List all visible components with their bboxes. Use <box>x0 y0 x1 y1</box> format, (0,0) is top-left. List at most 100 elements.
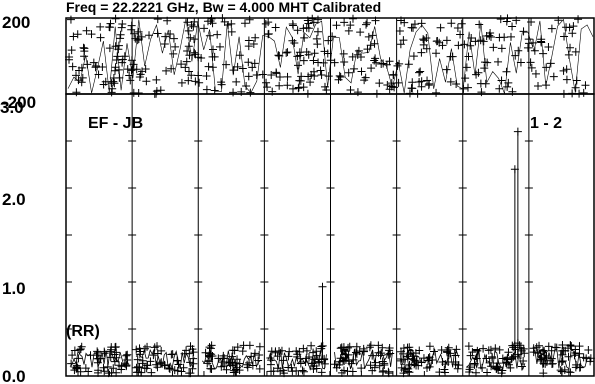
amplitude-point <box>99 363 108 372</box>
amplitude-point <box>165 363 174 372</box>
amplitude-point <box>142 364 151 373</box>
phase-point <box>357 67 366 76</box>
amplitude-spike-point <box>513 127 522 136</box>
amplitude-point <box>498 354 507 363</box>
phase-point <box>335 71 344 80</box>
phase-point <box>235 51 244 60</box>
phase-point <box>419 35 428 44</box>
phase-point <box>534 82 543 91</box>
amplitude-point <box>437 345 446 354</box>
amplitude-point <box>365 343 374 352</box>
amplitude-point <box>473 346 482 355</box>
amplitude-panel <box>65 93 595 378</box>
phase-point <box>185 51 194 60</box>
phase-point <box>218 14 227 23</box>
phase-point <box>371 54 380 63</box>
phase-point <box>313 27 322 36</box>
amplitude-point <box>488 354 497 363</box>
phase-point <box>134 27 143 36</box>
amplitude-point <box>298 366 307 375</box>
amplitude-point <box>451 351 460 360</box>
phase-point <box>116 34 125 43</box>
phase-point <box>559 66 568 75</box>
phase-point <box>394 78 403 87</box>
phase-point <box>111 14 120 23</box>
phase-point <box>410 20 419 29</box>
amplitude-point <box>386 349 395 358</box>
phase-point <box>375 79 384 88</box>
phase-point <box>184 26 193 35</box>
phase-point <box>526 58 535 67</box>
phase-point <box>202 85 211 94</box>
amplitude-point <box>117 362 126 371</box>
phase-point <box>566 43 575 52</box>
amplitude-point <box>571 345 580 354</box>
amplitude-point <box>255 342 264 351</box>
amplitude-point <box>575 349 584 358</box>
phase-point <box>502 17 511 26</box>
amplitude-point <box>277 346 286 355</box>
amplitude-point <box>495 345 504 354</box>
amplitude-point <box>378 367 387 376</box>
phase-point <box>208 45 217 54</box>
amplitude-point <box>557 357 566 366</box>
amplitude-point <box>399 369 408 378</box>
phase-point <box>453 23 462 32</box>
phase-point <box>417 19 426 28</box>
phase-point <box>82 26 91 35</box>
phase-point <box>300 33 309 42</box>
amplitude-spike-point <box>513 339 522 348</box>
phase-point <box>171 42 180 51</box>
amplitude-point <box>546 356 555 365</box>
amplitude-point <box>207 364 216 373</box>
phase-point <box>194 71 203 80</box>
phase-point <box>416 67 425 76</box>
amplitude-line <box>135 348 195 370</box>
phase-point <box>362 20 371 29</box>
amplitude-point <box>538 346 547 355</box>
phase-point <box>200 24 209 33</box>
phase-point <box>127 25 136 34</box>
phase-point <box>399 36 408 45</box>
amplitude-point <box>72 361 81 370</box>
amplitude-point <box>170 366 179 375</box>
amplitude-point <box>540 347 549 356</box>
phase-point <box>364 32 373 41</box>
amplitude-point <box>70 346 79 355</box>
phase-point <box>370 39 379 48</box>
phase-point <box>356 28 365 37</box>
amplitude-point <box>484 346 493 355</box>
amplitude-point <box>368 351 377 360</box>
phase-point <box>560 32 569 41</box>
baseline-label: EF - JB <box>88 115 143 132</box>
phase-point <box>306 78 315 87</box>
amplitude-point <box>541 359 550 368</box>
amplitude-point <box>385 343 394 352</box>
amplitude-point <box>226 361 235 370</box>
amplitude-point <box>271 347 280 356</box>
phase-point <box>293 26 302 35</box>
phase-point <box>80 47 89 56</box>
amplitude-point <box>435 368 444 377</box>
phase-point <box>242 82 251 91</box>
amplitude-point <box>341 356 350 365</box>
phase-point <box>569 22 578 31</box>
phase-point <box>213 30 222 39</box>
amplitude-spike-point <box>318 282 327 291</box>
phase-point <box>408 84 417 93</box>
phase-point <box>568 29 577 38</box>
phase-point <box>460 40 469 49</box>
phase-point <box>66 15 75 24</box>
phase-point <box>263 83 272 92</box>
amplitude-point <box>100 367 109 376</box>
phase-point <box>217 78 226 87</box>
phase-point <box>111 42 120 51</box>
amplitude-point <box>478 363 487 372</box>
amplitude-point <box>344 343 353 352</box>
phase-point <box>436 23 445 32</box>
phase-point <box>435 38 444 47</box>
amplitude-point <box>284 363 293 372</box>
amplitude-point <box>168 350 177 359</box>
phase-point <box>424 81 433 90</box>
amplitude-point <box>509 352 518 361</box>
